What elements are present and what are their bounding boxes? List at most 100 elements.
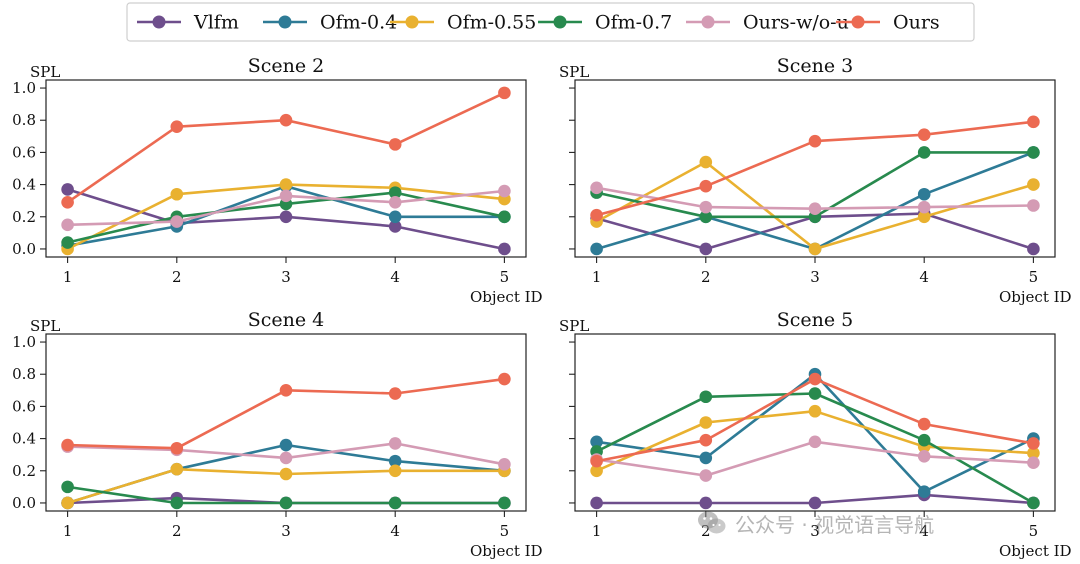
x-tick-label: 4 [390,268,400,286]
x-tick-label: 2 [172,522,182,540]
legend-label: Ofm-0.4 [320,12,397,34]
y-axis-label: SPL [559,317,589,335]
data-point [61,236,74,249]
data-point [1027,496,1040,510]
data-point [170,187,184,201]
x-tick-label: 3 [281,522,291,540]
data-point [388,220,402,233]
data-point [498,458,511,471]
data-point [917,485,931,498]
legend-entry: Ofm-0.55 [390,12,536,34]
charts: Scene 2 SPL Object ID 0.0 0.2 0.4 0.6 0.8 1.0 1 2 3… [12,55,1071,560]
data-point [498,210,511,224]
data-point [917,210,931,224]
y-tick-label: 0.8 [12,365,36,383]
data-point [170,441,184,455]
data-point [61,438,74,452]
x-tick-label: 3 [810,522,820,540]
data-point [590,454,603,468]
series-ours [61,372,511,455]
data-point [1027,199,1040,212]
legend-entry: Ofm-0.7 [538,12,672,34]
legend: Vlfm Ofm-0.4 Ofm-0.55 Ofm-0.7 Ours-w/o-u Ours [126,2,975,42]
data-point [699,469,713,482]
x-tick-label: 5 [500,522,510,540]
data-point [699,416,713,429]
data-point [808,242,822,256]
legend-label: Ours-w/o-u [743,12,849,34]
x-tick-label: 5 [1029,268,1039,286]
data-point [279,496,293,510]
data-point [699,155,713,169]
data-point [699,451,713,465]
data-point [498,372,511,386]
data-point [170,120,184,133]
data-point [498,496,511,510]
data-point [699,390,713,404]
data-point [590,496,603,510]
data-point [170,496,184,510]
series-ofm-0-7 [590,146,1040,224]
plot-frame [574,79,1056,258]
data-point [279,451,293,465]
data-point [279,384,293,397]
data-point [388,210,402,224]
plot-frame [45,333,527,512]
data-point [279,113,293,127]
data-point [388,387,402,400]
legend-marker [553,15,567,29]
y-tick-label: 0.2 [12,208,36,226]
data-point [170,462,184,476]
legend-entry: Ours-w/o-u [686,12,849,34]
legend-entry: Ours [836,12,940,34]
chart-title: Scene 5 [777,309,854,331]
x-tick-label: 3 [810,268,820,286]
data-point [279,178,293,191]
x-tick-label: 1 [592,268,602,286]
data-point [917,433,931,447]
x-tick-label: 5 [1029,522,1039,540]
x-tick-label: 4 [919,522,929,540]
data-point [1027,456,1040,470]
y-tick-label: 0.2 [12,462,36,480]
data-point [388,496,402,510]
y-tick-label: 0.8 [12,111,36,129]
chart-panel: Scene 5 SPL Object ID 1 2 3 4 5 [559,309,1072,560]
x-axis-label: Object ID [470,542,543,560]
y-tick-label: 0.6 [12,143,36,161]
legend-marker [278,15,292,29]
data-point [1027,437,1040,450]
legend-label: Ofm-0.55 [447,12,536,34]
y-axis-label: SPL [30,63,60,81]
data-point [917,200,931,214]
y-tick-label: 1.0 [12,79,36,97]
legend-entry: Ofm-0.4 [263,12,397,34]
data-point [388,437,402,450]
series-ofm-0-7 [61,186,511,249]
data-point [808,387,822,400]
y-tick-label: 1.0 [12,333,36,351]
series-ours [590,372,1040,468]
data-point [1027,146,1040,159]
data-point [590,242,603,256]
x-axis-label: Object ID [999,288,1072,306]
chart-title: Scene 4 [248,309,325,331]
series-ofm-0-4 [590,146,1040,256]
x-axis-label: Object ID [470,288,543,306]
data-point [917,417,931,431]
data-point [917,449,931,463]
chart-panel: Scene 3 SPL Object ID 1 2 3 4 5 [559,55,1072,306]
chart-title: Scene 3 [777,55,854,77]
data-point [917,128,931,142]
x-tick-label: 4 [919,268,929,286]
data-point [590,435,603,449]
data-point [699,496,713,510]
watermark: 公众号 · 视觉语言导航 [697,507,934,539]
data-point [590,208,603,222]
data-point [388,186,402,199]
y-tick-label: 0.6 [12,397,36,415]
data-point [170,215,184,228]
data-point [388,138,402,151]
plot-frame [574,333,1056,512]
data-point [917,187,931,201]
